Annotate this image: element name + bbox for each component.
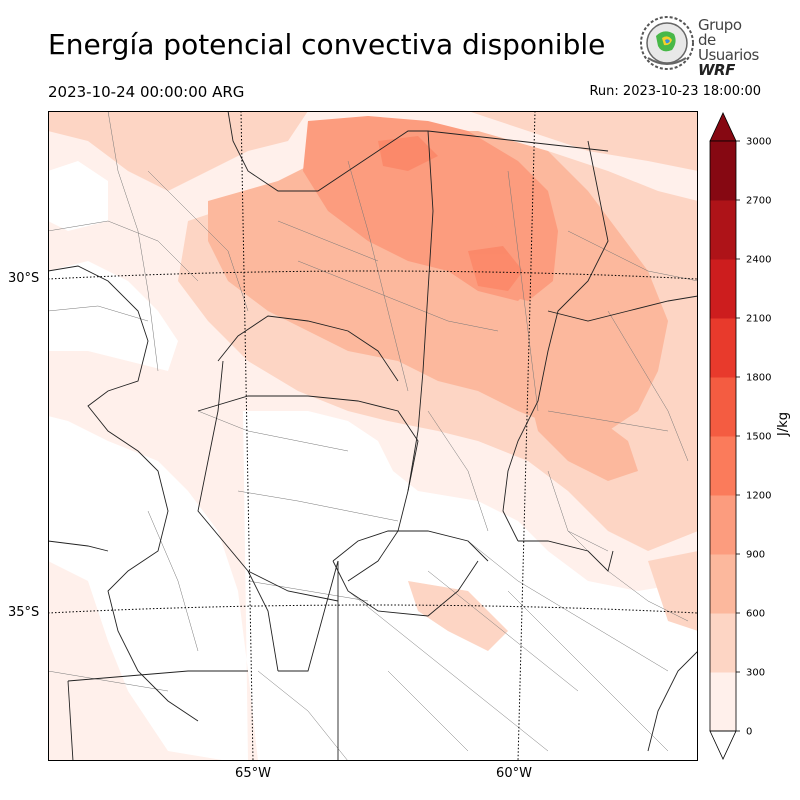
lat-30-line [47,270,699,280]
cape-map [47,110,699,762]
map-frame [48,111,698,761]
colorbar-units: J/kg [776,412,791,436]
colorbar-tick-label: 2700 [746,196,771,207]
map-title: Energía potencial convectiva disponible [48,28,606,61]
colorbar-tick-label: 1200 [746,491,771,502]
colorbar-segment [710,141,736,201]
cape-level-1200-1500 [378,136,523,291]
colorbar-segment [710,436,736,496]
colorbar-tick-label: 300 [746,668,765,679]
lat-label-30: 30°S [8,271,40,286]
province-boundaries [47,110,699,762]
colorbar-tick-label: 3000 [746,137,771,148]
logo-line-3: WRF [698,61,735,79]
lon-label-65: 65°W [235,766,271,781]
wrf-logo: Grupo de Usuarios WRF [638,14,759,78]
colorbar-tick-label: 0 [746,727,752,738]
lat-35-line [47,604,699,614]
colorbar-segment [710,672,736,732]
wrf-globe-seal-icon [640,16,694,70]
colorbar-segment [710,377,736,437]
logo-line-1: Grupo de [698,16,742,49]
run-time: Run: 2023-10-23 18:00:00 [589,84,761,99]
colorbar-tick-label: 2400 [746,255,771,266]
colorbar-segment [710,554,736,614]
colorbar-tick-label: 600 [746,609,765,620]
colorbar-tick-label: 1500 [746,432,771,443]
valid-time: 2023-10-24 00:00:00 ARG [48,83,245,101]
colorbar: 0 300 600 900 1200 1500 1800 2100 2400 2700 3000 [700,105,800,770]
colorbar-tick-label: 900 [746,550,765,561]
logo-line-2: Usuarios [698,46,759,64]
colorbar-segment [710,318,736,378]
colorbar-segment [710,200,736,260]
colorbar-segment [710,495,736,555]
colorbar-extend-max [709,112,737,142]
graticule [47,110,699,762]
colorbar-extend-min [709,730,737,760]
cape-level-600-900 [208,131,668,481]
colorbar-graphic: 0 300 600 900 1200 1500 1800 2100 2400 2700 3000 [709,112,771,760]
lat-label-35: 35°S [8,605,40,620]
colorbar-tick-label: 2100 [746,314,771,325]
lon-label-60: 60°W [496,766,532,781]
colorbar-segment [710,259,736,319]
map-panel [47,110,699,762]
colorbar-segment [710,613,736,673]
colorbar-tick-label: 1800 [746,373,771,384]
